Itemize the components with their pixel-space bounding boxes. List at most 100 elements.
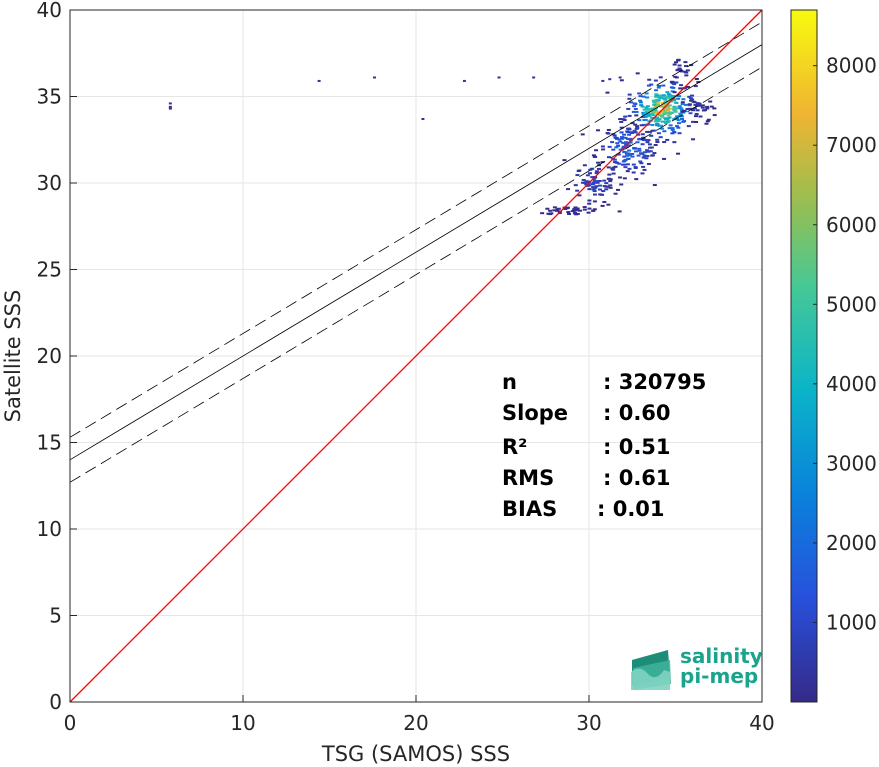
density-point bbox=[634, 127, 639, 130]
upper-bound-line bbox=[69, 21, 763, 438]
density-point bbox=[615, 145, 620, 148]
density-point bbox=[545, 207, 550, 210]
density-point bbox=[640, 143, 645, 146]
density-point bbox=[628, 137, 633, 140]
density-point bbox=[647, 143, 652, 146]
density-point bbox=[598, 193, 603, 196]
density-point bbox=[646, 84, 651, 87]
density-point bbox=[685, 108, 690, 111]
density-point bbox=[640, 172, 645, 175]
density-point bbox=[591, 209, 596, 212]
density-point bbox=[606, 156, 611, 159]
density-point bbox=[618, 118, 623, 121]
density-point bbox=[611, 166, 616, 169]
density-point bbox=[623, 136, 628, 139]
density-point bbox=[662, 130, 667, 133]
density-point bbox=[653, 108, 658, 111]
one-to-one-line bbox=[69, 9, 763, 703]
density-point bbox=[654, 89, 659, 92]
regression-lines bbox=[69, 9, 763, 703]
density-point bbox=[645, 105, 650, 108]
density-point bbox=[644, 108, 649, 111]
density-point bbox=[613, 192, 618, 195]
density-point bbox=[659, 105, 664, 108]
y-tick-label: 25 bbox=[37, 258, 62, 282]
density-point bbox=[650, 116, 655, 119]
density-point bbox=[610, 141, 615, 144]
density-point bbox=[634, 114, 639, 117]
outlier-point bbox=[497, 76, 501, 79]
density-point bbox=[608, 184, 613, 187]
density-point bbox=[666, 107, 671, 110]
outlier-point bbox=[618, 76, 622, 79]
density-point bbox=[687, 103, 692, 106]
density-point bbox=[641, 136, 646, 139]
density-point bbox=[689, 64, 694, 67]
density-point bbox=[600, 145, 605, 148]
density-point bbox=[670, 94, 675, 97]
salinity-pi-mep-logo: salinity pi-mep bbox=[631, 644, 763, 690]
density-point bbox=[594, 172, 599, 175]
density-point bbox=[573, 184, 578, 187]
density-point bbox=[619, 131, 624, 134]
density-point bbox=[712, 114, 717, 117]
density-point bbox=[693, 115, 698, 118]
density-point bbox=[654, 93, 659, 96]
density-point bbox=[649, 134, 654, 137]
density-point bbox=[591, 182, 596, 185]
density-point bbox=[667, 116, 672, 119]
density-point bbox=[658, 76, 663, 79]
density-point bbox=[617, 176, 622, 179]
density-point bbox=[566, 211, 571, 214]
density-point bbox=[655, 112, 660, 115]
density-point bbox=[591, 178, 596, 181]
density-point bbox=[610, 167, 615, 170]
density-point bbox=[592, 208, 597, 211]
density-point bbox=[660, 114, 665, 117]
density-point bbox=[672, 141, 677, 144]
density-point bbox=[608, 180, 613, 183]
density-point bbox=[619, 183, 624, 186]
density-point bbox=[667, 104, 672, 107]
density-point bbox=[673, 107, 678, 110]
density-point bbox=[594, 170, 599, 173]
density-point bbox=[650, 154, 655, 157]
density-point bbox=[697, 102, 702, 105]
density-point bbox=[705, 107, 710, 110]
density-point bbox=[629, 101, 634, 104]
density-point bbox=[658, 94, 663, 97]
density-point bbox=[655, 124, 660, 127]
density-point bbox=[697, 104, 702, 107]
density-point bbox=[642, 168, 647, 171]
density-point bbox=[634, 150, 639, 153]
density-point bbox=[690, 94, 695, 97]
density-point bbox=[666, 114, 671, 117]
density-point bbox=[630, 122, 635, 125]
density-point bbox=[694, 77, 699, 80]
density-point bbox=[588, 168, 593, 171]
density-point bbox=[591, 186, 596, 189]
colorbar-tick-label: 6000 bbox=[826, 213, 877, 237]
density-point bbox=[642, 151, 647, 154]
density-point bbox=[602, 185, 607, 188]
density-point bbox=[640, 133, 645, 136]
density-point bbox=[656, 99, 661, 102]
density-point bbox=[680, 117, 685, 120]
density-point bbox=[555, 208, 560, 211]
stat-label: BIAS bbox=[502, 497, 557, 521]
outlier-point bbox=[462, 79, 466, 82]
density-point bbox=[674, 81, 679, 84]
wave-logo-icon bbox=[631, 650, 671, 690]
density-point bbox=[626, 131, 631, 134]
density-point bbox=[645, 110, 650, 113]
colorbar-tick-label: 2000 bbox=[826, 531, 877, 555]
density-point bbox=[662, 157, 667, 160]
density-point bbox=[665, 91, 670, 94]
density-point bbox=[627, 167, 632, 170]
density-point bbox=[694, 120, 699, 123]
density-point bbox=[668, 97, 673, 100]
density-point bbox=[565, 206, 570, 209]
density-point bbox=[624, 145, 629, 148]
density-point bbox=[605, 91, 610, 94]
stat-value: : 320795 bbox=[603, 370, 706, 394]
